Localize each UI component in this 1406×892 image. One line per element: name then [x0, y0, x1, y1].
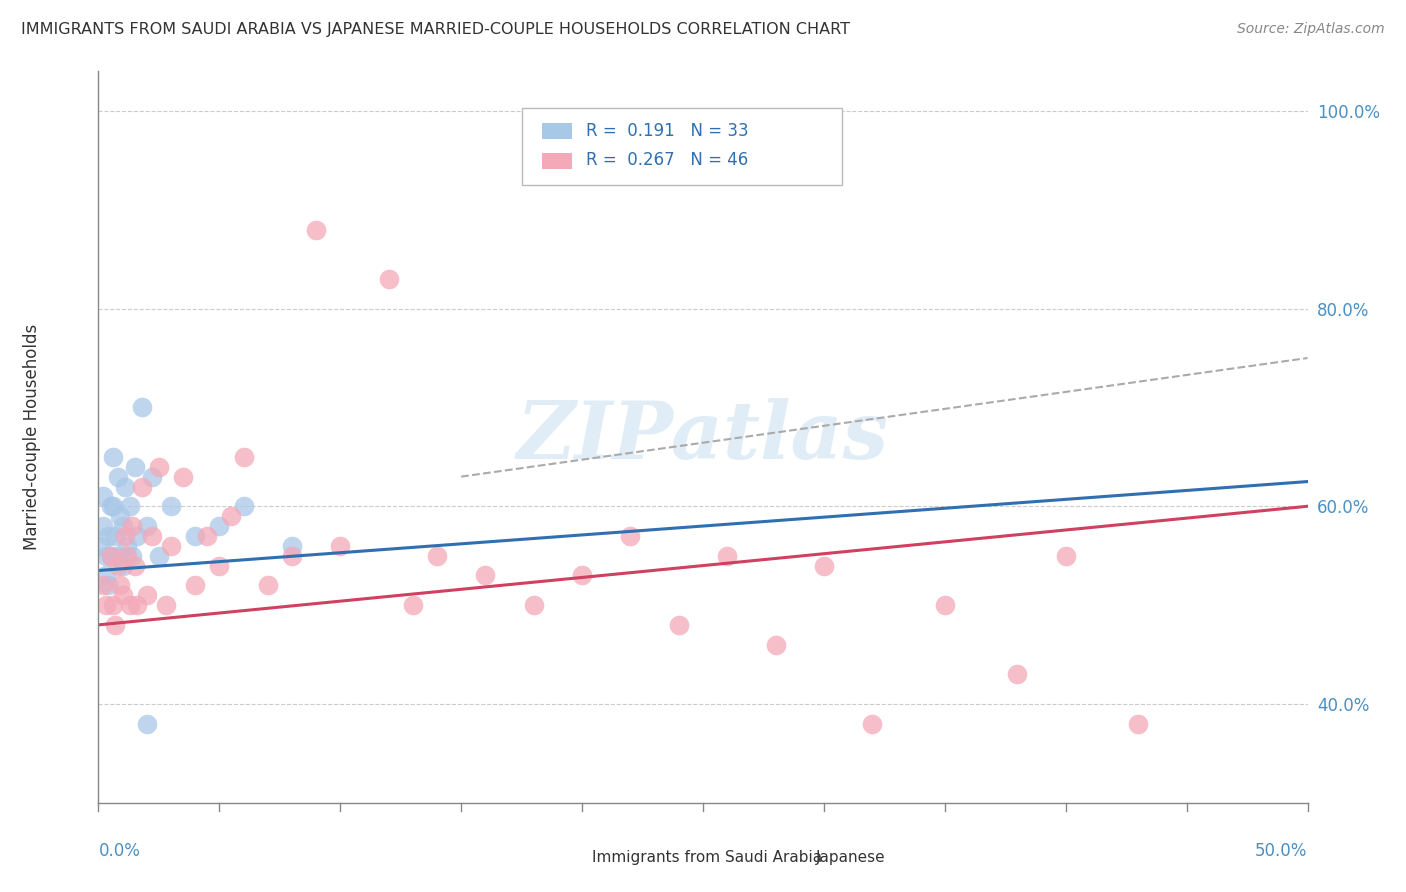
Point: [90, 539, 112, 553]
Point: [131, 479, 153, 493]
Point: [107, 549, 129, 563]
Bar: [782, 851, 808, 867]
Point: [523, 598, 546, 612]
Point: [195, 529, 218, 543]
Point: [124, 558, 146, 573]
Point: [127, 598, 149, 612]
Point: [100, 549, 122, 563]
Point: [104, 618, 127, 632]
Point: [172, 469, 194, 483]
Point: [104, 529, 127, 543]
FancyBboxPatch shape: [522, 108, 842, 185]
Point: [155, 598, 177, 612]
Bar: [558, 851, 585, 867]
Point: [208, 519, 231, 533]
Point: [813, 558, 835, 573]
Text: R =  0.267   N = 46: R = 0.267 N = 46: [586, 151, 748, 169]
Point: [94, 549, 117, 563]
Point: [100, 500, 122, 514]
Point: [127, 529, 149, 543]
Point: [329, 539, 352, 553]
Text: Married-couple Households: Married-couple Households: [22, 324, 41, 550]
Point: [97, 578, 120, 592]
Point: [118, 598, 141, 612]
Point: [117, 549, 139, 563]
Text: R =  0.191   N = 33: R = 0.191 N = 33: [586, 121, 748, 140]
Point: [108, 578, 131, 592]
Point: [94, 598, 117, 612]
Point: [135, 588, 157, 602]
Point: [184, 529, 207, 543]
Point: [111, 588, 134, 602]
Point: [135, 519, 157, 533]
Point: [208, 558, 231, 573]
Point: [135, 716, 157, 731]
Point: [1007, 667, 1029, 681]
Point: [121, 549, 143, 563]
Point: [101, 450, 124, 464]
Text: Source: ZipAtlas.com: Source: ZipAtlas.com: [1237, 22, 1385, 37]
Point: [1054, 549, 1077, 563]
Point: [114, 529, 136, 543]
Point: [114, 479, 136, 493]
Text: 0.0%: 0.0%: [98, 842, 141, 861]
Point: [91, 519, 114, 533]
Point: [232, 450, 254, 464]
Text: ZIPatlas: ZIPatlas: [517, 399, 889, 475]
Point: [124, 459, 146, 474]
Point: [281, 539, 304, 553]
Point: [571, 568, 593, 582]
Point: [474, 568, 496, 582]
Point: [108, 509, 131, 524]
Point: [221, 509, 243, 524]
Point: [97, 529, 120, 543]
Point: [160, 539, 183, 553]
Bar: [543, 123, 572, 139]
Point: [1128, 716, 1150, 731]
Point: [160, 500, 183, 514]
Point: [117, 539, 139, 553]
Point: [402, 598, 425, 612]
Point: [668, 618, 690, 632]
Text: Immigrants from Saudi Arabia: Immigrants from Saudi Arabia: [592, 850, 823, 865]
Point: [111, 519, 134, 533]
Point: [426, 549, 449, 563]
Point: [148, 549, 170, 563]
Text: Japanese: Japanese: [815, 850, 884, 865]
Point: [111, 558, 134, 573]
Point: [148, 459, 170, 474]
Text: IMMIGRANTS FROM SAUDI ARABIA VS JAPANESE MARRIED-COUPLE HOUSEHOLDS CORRELATION C: IMMIGRANTS FROM SAUDI ARABIA VS JAPANESE…: [21, 22, 851, 37]
Point: [934, 598, 956, 612]
Point: [141, 469, 163, 483]
Bar: [543, 153, 572, 169]
Point: [131, 401, 153, 415]
Point: [107, 558, 129, 573]
Point: [91, 578, 114, 592]
Point: [101, 500, 124, 514]
Point: [377, 272, 399, 286]
Point: [121, 519, 143, 533]
Point: [765, 638, 787, 652]
Point: [118, 500, 141, 514]
Point: [232, 500, 254, 514]
Point: [107, 469, 129, 483]
Point: [184, 578, 207, 592]
Point: [281, 549, 304, 563]
Point: [256, 578, 278, 592]
Point: [860, 716, 883, 731]
Point: [100, 549, 122, 563]
Point: [94, 568, 117, 582]
Point: [141, 529, 163, 543]
Point: [716, 549, 738, 563]
Point: [305, 222, 328, 236]
Point: [619, 529, 641, 543]
Point: [101, 598, 124, 612]
Point: [91, 489, 114, 503]
Text: 50.0%: 50.0%: [1256, 842, 1308, 861]
